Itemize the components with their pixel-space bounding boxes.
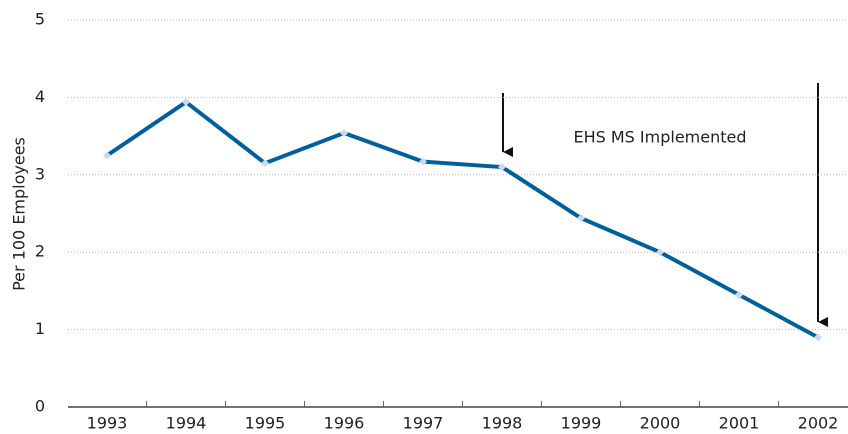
x-tick-label: 1997 [403,414,444,433]
x-tick-label: 1999 [561,414,602,433]
data-line [105,100,819,340]
y-axis-label: Per 100 Employees [10,137,29,291]
data-point [261,159,269,168]
data-point [577,214,585,223]
y-tick-label: 3 [35,164,45,183]
data-point [814,333,822,342]
y-tick-label: 0 [35,397,45,416]
x-tick-label: 2000 [640,414,681,433]
x-tick-label: 2001 [719,414,760,433]
annotation: EHS MS Implemented [573,128,746,147]
x-tick-label: 1995 [245,414,286,433]
y-tick-label: 2 [35,242,45,261]
data-point [656,248,664,257]
data-point [103,151,111,160]
x-tick-label: 1993 [87,414,128,433]
x-tick-label: 1996 [324,414,365,433]
x-tick-label: 1994 [166,414,207,433]
y-tick-label: 4 [35,87,45,106]
data-point [498,163,506,172]
x-tick-label: 1998 [482,414,523,433]
data-point [735,290,743,299]
data-point [182,98,190,107]
data-point [419,157,427,166]
data-point [340,129,348,138]
y-tick-label: 1 [35,319,45,338]
x-tick-label: 2002 [798,414,839,433]
y-tick-label: 5 [35,10,45,29]
